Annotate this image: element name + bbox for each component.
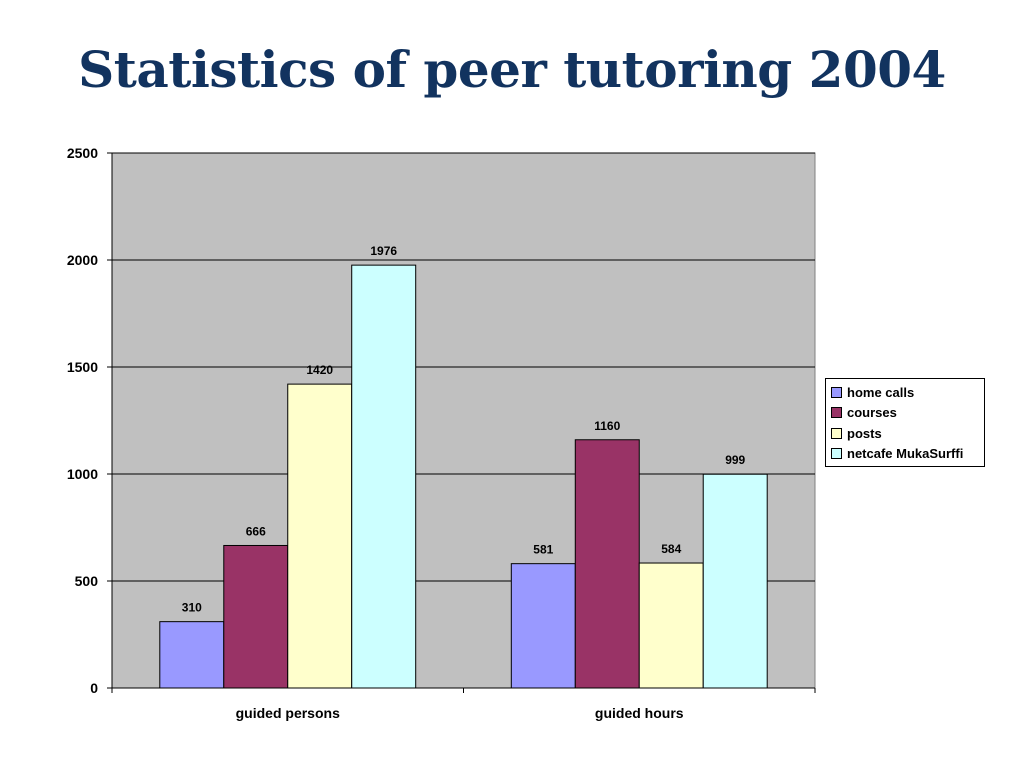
bar xyxy=(287,383,353,689)
bar xyxy=(638,562,704,689)
bar xyxy=(510,563,576,689)
data-label: 999 xyxy=(725,453,745,467)
data-label: 584 xyxy=(661,542,681,556)
data-labels: 310 666 1420 1976 581 1160 584 999 xyxy=(182,244,746,615)
legend-item: netcafe MukaSurffi xyxy=(826,444,984,465)
bar xyxy=(351,264,417,689)
x-tick-label: guided persons xyxy=(236,705,340,721)
data-label: 581 xyxy=(533,543,553,557)
gridlines xyxy=(112,152,815,582)
data-label: 1160 xyxy=(594,419,620,433)
legend-swatch xyxy=(831,448,842,460)
bar xyxy=(702,473,768,689)
legend-swatch xyxy=(831,427,842,439)
bar xyxy=(159,621,225,689)
slide-title: Statistics of peer tutoring 2004 xyxy=(78,40,946,99)
y-tick-label: 500 xyxy=(75,573,99,589)
data-label: 1976 xyxy=(370,244,397,258)
legend-label: posts xyxy=(847,425,882,441)
legend-swatch xyxy=(831,386,842,398)
bars xyxy=(159,264,768,689)
y-tick-label: 2500 xyxy=(67,145,98,161)
bar xyxy=(574,439,640,689)
legend-item: courses xyxy=(826,403,984,424)
y-tick-label: 1500 xyxy=(67,359,98,375)
data-label: 310 xyxy=(182,601,202,615)
bar xyxy=(223,544,289,689)
data-label: 666 xyxy=(246,524,266,538)
chart-legend: home calls courses posts netcafe MukaSurffi xyxy=(825,378,985,467)
y-tick-label: 2000 xyxy=(67,252,98,268)
legend-swatch xyxy=(831,407,842,419)
legend-label: home calls xyxy=(847,384,915,400)
legend-label: netcafe MukaSurffi xyxy=(847,446,964,462)
legend-item: posts xyxy=(826,423,984,444)
axes: 0 500 1000 1500 2000 2500 guided persons guided… xyxy=(67,145,816,721)
legend-item: home calls xyxy=(826,382,984,403)
legend-label: courses xyxy=(847,405,897,421)
data-label: 1420 xyxy=(306,363,333,377)
y-tick-label: 0 xyxy=(90,680,98,696)
x-tick-label: guided hours xyxy=(595,705,684,721)
y-tick-label: 1000 xyxy=(67,466,98,482)
